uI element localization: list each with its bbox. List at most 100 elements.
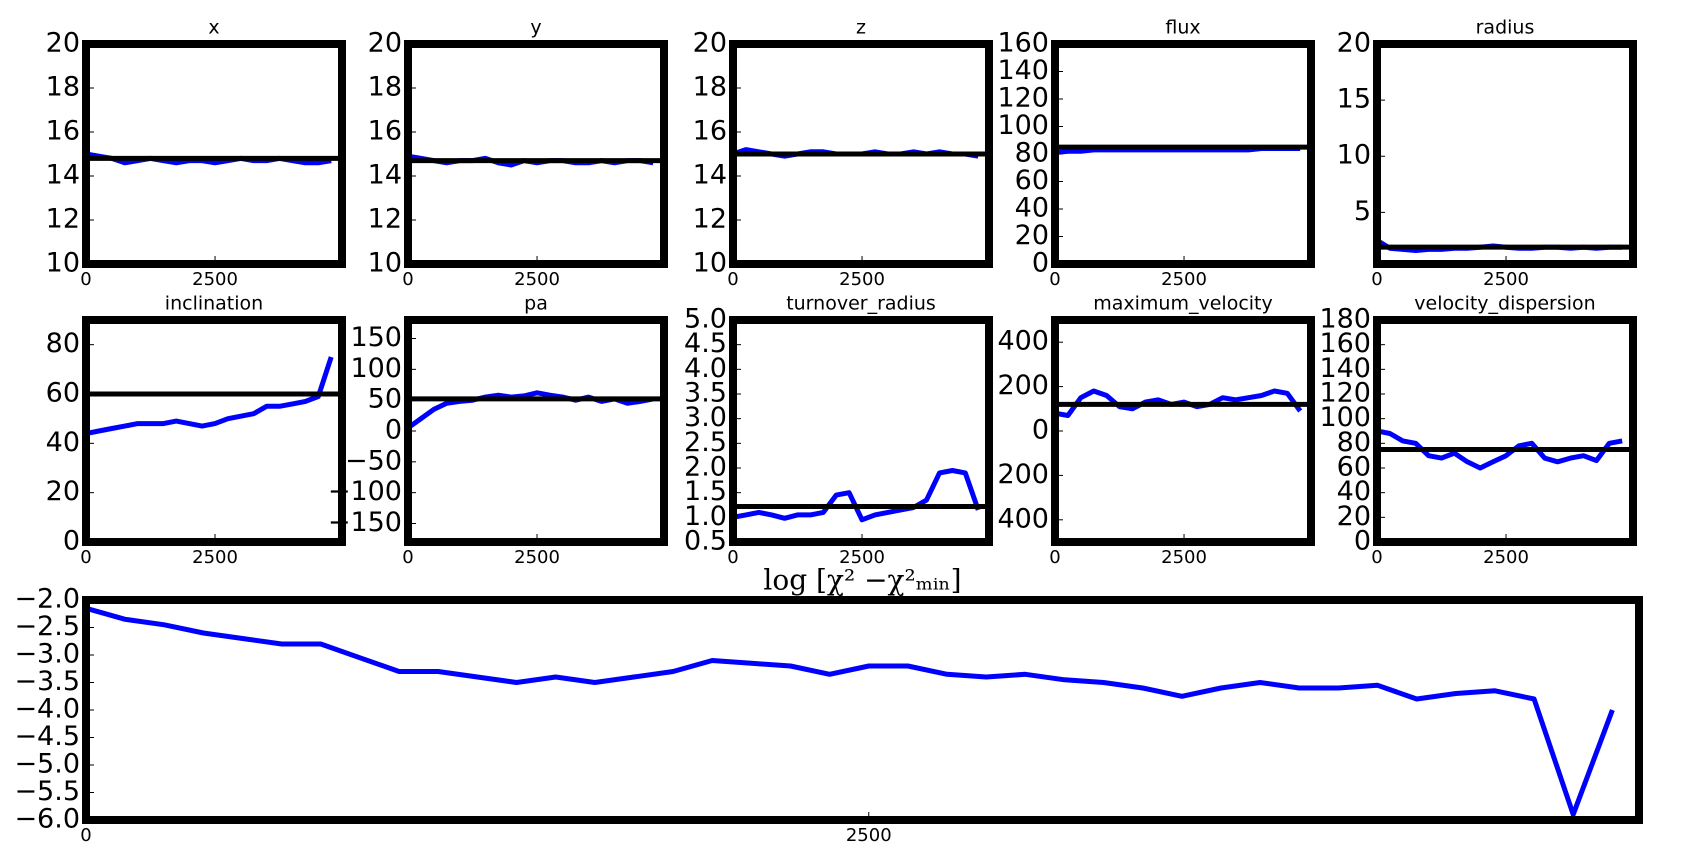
- axes-frame: [404, 40, 668, 268]
- axes-frame: [1051, 316, 1315, 546]
- y-tick-label: 180: [1319, 304, 1371, 335]
- y-tick-label: 20: [693, 28, 727, 59]
- x-tick-label: 2500: [192, 547, 238, 568]
- y-tick-label: 200: [997, 459, 1049, 490]
- chart-title: log [χ² −χ²ₘᵢₙ]: [763, 564, 961, 597]
- x-tick-label: 2500: [839, 269, 885, 290]
- y-tick-label: 60: [1015, 165, 1049, 196]
- y-tick-label: 200: [997, 370, 1049, 401]
- axes-frame: [82, 40, 346, 268]
- axes-frame: [1373, 40, 1637, 268]
- y-tick-label: 100: [350, 353, 402, 384]
- chart-title: turnover_radius: [786, 293, 936, 315]
- x-tick-label: 0: [727, 269, 738, 290]
- chart-title: velocity_dispersion: [1414, 293, 1595, 315]
- y-tick-label: −50: [345, 445, 402, 476]
- y-tick-label: 50: [368, 384, 402, 415]
- x-tick-label: 0: [1049, 547, 1060, 568]
- x-tick-label: 0: [1371, 269, 1382, 290]
- y-tick-label: 0: [1354, 526, 1371, 557]
- chart-title: maximum_velocity: [1093, 293, 1273, 315]
- x-tick-label: 2500: [1483, 547, 1529, 568]
- x-tick-label: 0: [80, 547, 91, 568]
- y-tick-label: 40: [1337, 476, 1371, 507]
- y-tick-label: 15: [1337, 84, 1371, 115]
- x-tick-label: 0: [80, 269, 91, 290]
- axes-frame: [404, 316, 668, 546]
- chart-title: y: [530, 17, 541, 39]
- x-tick-label: 0: [727, 547, 738, 568]
- y-tick-label: 16: [368, 116, 402, 147]
- x-tick-label: 2500: [1161, 269, 1207, 290]
- y-tick-label: 3.0: [684, 402, 727, 433]
- y-tick-label: 20: [46, 476, 80, 507]
- y-tick-label: 0: [1032, 415, 1049, 446]
- y-tick-label: 10: [368, 248, 402, 279]
- y-tick-label: 2.5: [684, 427, 727, 458]
- chart-title: pa: [524, 293, 548, 315]
- y-tick-label: 0.5: [684, 526, 727, 557]
- y-tick-label: 80: [1015, 138, 1049, 169]
- y-tick-label: 20: [1337, 501, 1371, 532]
- y-tick-label: 5.0: [684, 304, 727, 335]
- y-tick-label: 4.5: [684, 328, 727, 359]
- x-tick-label: 0: [80, 825, 91, 846]
- y-tick-label: −5.0: [14, 749, 80, 780]
- x-tick-label: 2500: [839, 547, 885, 568]
- y-tick-label: −100: [328, 476, 402, 507]
- y-tick-label: 5: [1354, 196, 1371, 227]
- x-tick-label: 0: [1049, 269, 1060, 290]
- y-tick-label: 20: [1015, 220, 1049, 251]
- y-tick-label: 120: [997, 83, 1049, 114]
- y-tick-label: 16: [693, 116, 727, 147]
- y-tick-label: 18: [693, 72, 727, 103]
- y-tick-label: −4.0: [14, 694, 80, 725]
- x-tick-label: 2500: [846, 825, 892, 846]
- y-tick-label: 12: [368, 204, 402, 235]
- y-tick-label: 160: [1319, 328, 1371, 359]
- x-tick-label: 2500: [514, 269, 560, 290]
- y-tick-label: 14: [46, 160, 80, 191]
- y-tick-label: 20: [1337, 28, 1371, 59]
- y-tick-label: 1.0: [684, 501, 727, 532]
- y-tick-label: 4.0: [684, 353, 727, 384]
- y-tick-label: 100: [997, 110, 1049, 141]
- y-tick-label: −3.0: [14, 639, 80, 670]
- x-tick-label: 2500: [1161, 547, 1207, 568]
- axes-frame: [729, 40, 993, 268]
- y-tick-label: −3.5: [14, 666, 80, 697]
- y-tick-label: 160: [997, 28, 1049, 59]
- chart-title: z: [856, 17, 866, 39]
- chart-title: radius: [1476, 17, 1535, 39]
- chart-title: x: [208, 17, 219, 39]
- y-tick-label: 140: [997, 55, 1049, 86]
- y-tick-label: 10: [693, 248, 727, 279]
- y-tick-label: 60: [46, 378, 80, 409]
- y-tick-label: 60: [1337, 452, 1371, 483]
- y-tick-label: 40: [46, 427, 80, 458]
- axes-frame: [82, 596, 1643, 824]
- y-tick-label: −6.0: [14, 804, 80, 835]
- y-tick-label: 12: [693, 204, 727, 235]
- y-tick-label: 400: [997, 326, 1049, 357]
- x-tick-label: 2500: [1483, 269, 1529, 290]
- y-tick-label: −150: [328, 507, 402, 538]
- y-tick-label: −4.5: [14, 721, 80, 752]
- y-tick-label: 1.5: [684, 476, 727, 507]
- y-tick-label: 20: [368, 28, 402, 59]
- y-tick-label: 150: [350, 322, 402, 353]
- x-tick-label: 2500: [192, 269, 238, 290]
- y-tick-label: 80: [46, 328, 80, 359]
- y-tick-label: −5.5: [14, 776, 80, 807]
- y-tick-label: −2.0: [14, 584, 80, 615]
- y-tick-label: 80: [1337, 427, 1371, 458]
- y-tick-label: 10: [46, 248, 80, 279]
- y-tick-label: 0: [1032, 248, 1049, 279]
- x-tick-label: 0: [402, 547, 413, 568]
- y-tick-label: 18: [368, 72, 402, 103]
- y-tick-label: 120: [1319, 378, 1371, 409]
- y-tick-label: 20: [46, 28, 80, 59]
- data-line: [86, 356, 334, 436]
